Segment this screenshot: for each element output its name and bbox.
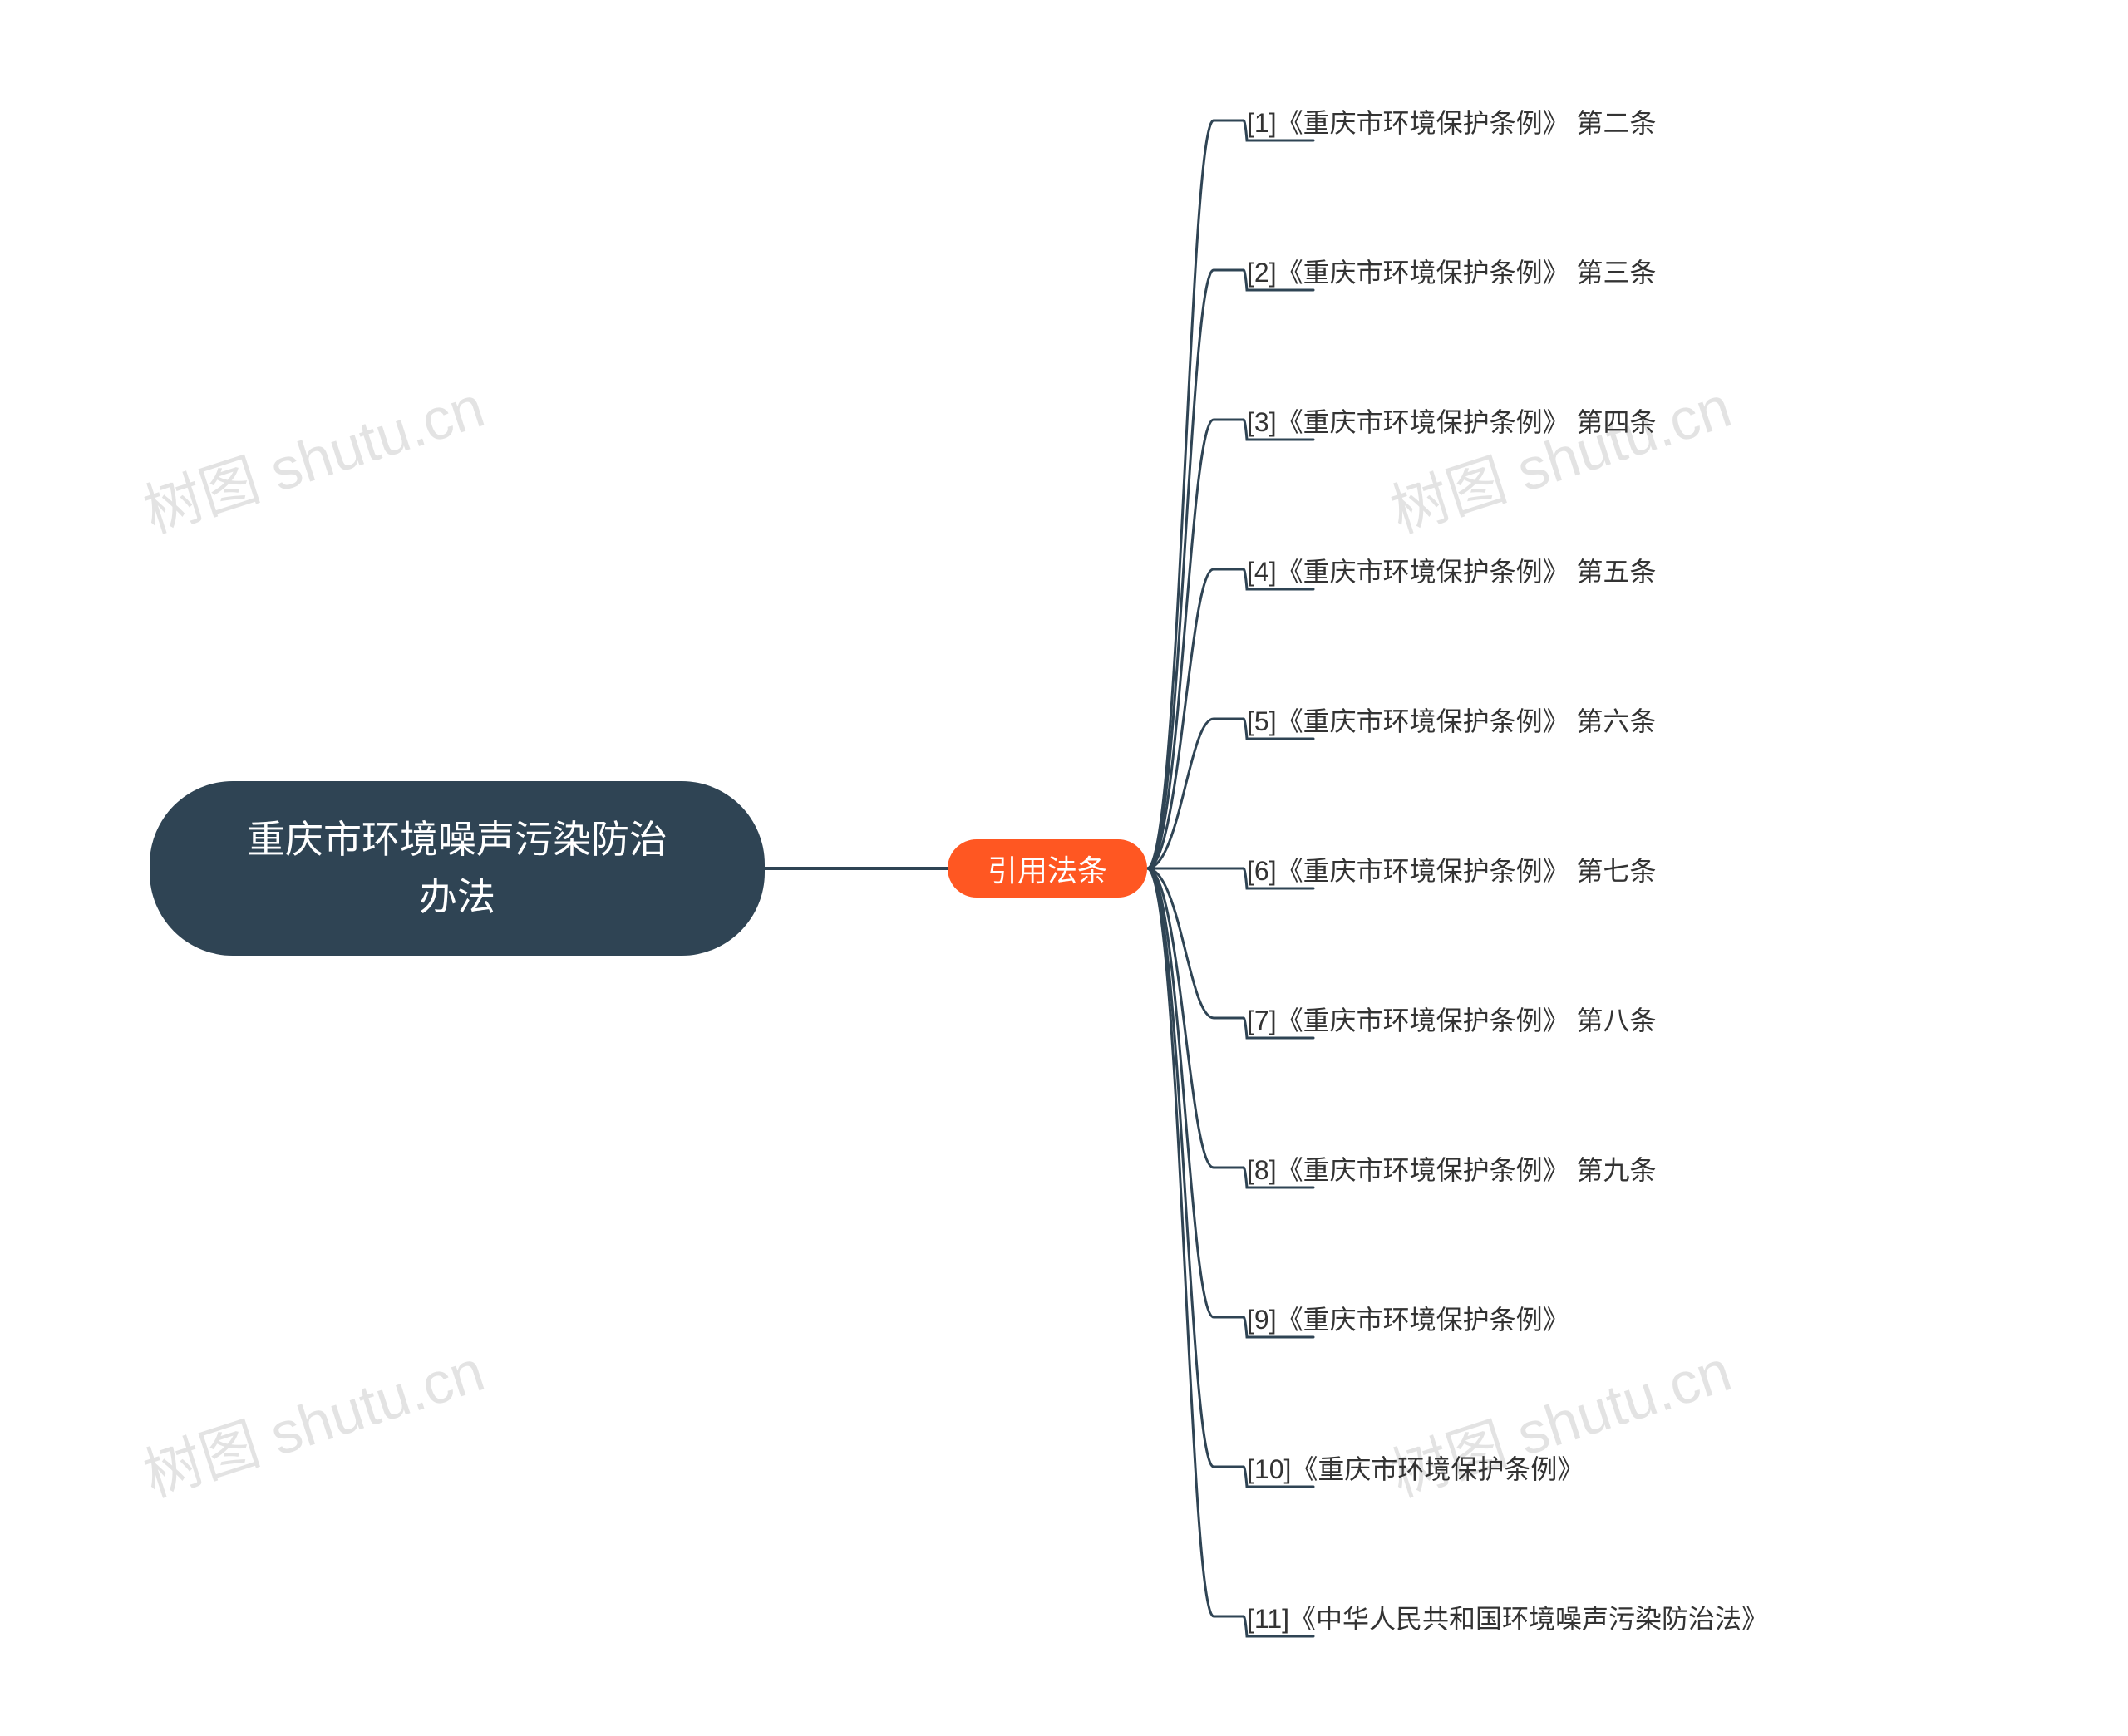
leaf-node[interactable]: [10]《重庆市环境保护条例》: [1247, 1448, 1584, 1487]
leaf-text: [8]《重庆市环境保护条例》 第九条: [1247, 1155, 1656, 1185]
mid-node[interactable]: 引用法条: [948, 839, 1147, 898]
leaf-text: [9]《重庆市环境保护条例》: [1247, 1305, 1569, 1335]
leaf-text: [7]《重庆市环境保护条例》 第八条: [1247, 1006, 1656, 1035]
leaf-node[interactable]: [2]《重庆市环境保护条例》 第三条: [1247, 252, 1656, 290]
root-text-line1: 重庆市环境噪声污染防治: [247, 818, 667, 861]
leaf-node[interactable]: [6]《重庆市环境保护条例》 第七条: [1247, 850, 1656, 888]
mindmap-canvas: 树图 shutu.cn树图 shutu.cn树图 shutu.cn树图 shut…: [0, 0, 2128, 1736]
leaf-node[interactable]: [11]《中华人民共和国环境噪声污染防治法》: [1247, 1598, 1768, 1636]
leaf-node[interactable]: [9]《重庆市环境保护条例》: [1247, 1299, 1569, 1337]
leaf-text: [6]《重庆市环境保护条例》 第七条: [1247, 856, 1656, 886]
leaf-text: [4]《重庆市环境保护条例》 第五条: [1247, 557, 1656, 587]
root-node[interactable]: 重庆市环境噪声污染防治 办法: [150, 781, 765, 956]
leaf-text: [1]《重庆市环境保护条例》 第二条: [1247, 108, 1656, 138]
watermark: 树图 shutu.cn: [132, 1325, 494, 1513]
leaf-text: [5]《重庆市环境保护条例》 第六条: [1247, 706, 1656, 736]
root-text-line2: 办法: [419, 875, 495, 918]
leaf-node[interactable]: [7]《重庆市环境保护条例》 第八条: [1247, 1000, 1656, 1038]
watermark: 树图 shutu.cn: [1379, 361, 1741, 549]
leaf-text: [2]《重庆市环境保护条例》 第三条: [1247, 258, 1656, 288]
leaf-node[interactable]: [1]《重庆市环境保护条例》 第二条: [1247, 102, 1656, 140]
watermark: 树图 shutu.cn: [132, 361, 494, 549]
leaf-text: [10]《重庆市环境保护条例》: [1247, 1454, 1584, 1484]
mid-text: 引用法条: [988, 847, 1107, 890]
leaf-node[interactable]: [8]《重庆市环境保护条例》 第九条: [1247, 1149, 1656, 1188]
leaf-text: [3]《重庆市环境保护条例》 第四条: [1247, 407, 1656, 437]
leaf-node[interactable]: [4]《重庆市环境保护条例》 第五条: [1247, 551, 1656, 589]
leaf-text: [11]《中华人民共和国环境噪声污染防治法》: [1247, 1604, 1768, 1634]
leaf-node[interactable]: [3]《重庆市环境保护条例》 第四条: [1247, 401, 1656, 440]
leaf-node[interactable]: [5]《重庆市环境保护条例》 第六条: [1247, 701, 1656, 739]
